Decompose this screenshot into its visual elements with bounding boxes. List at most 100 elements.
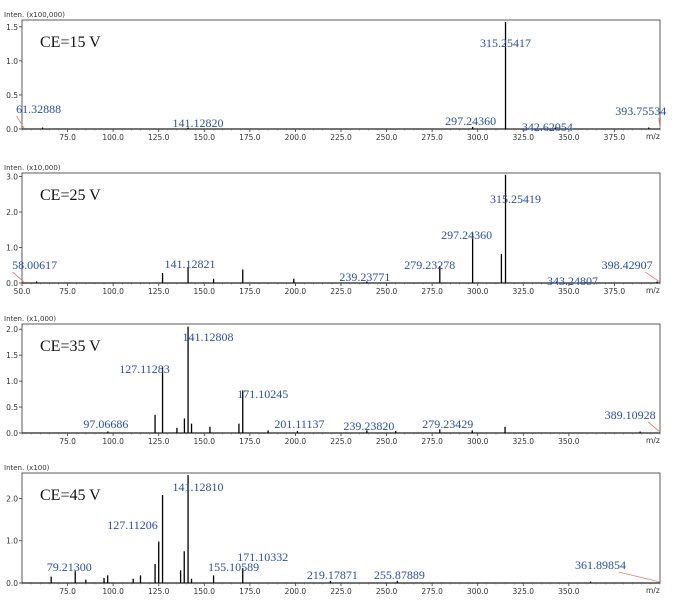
peak-mz-label: 342.62954	[522, 120, 573, 134]
x-tick-label: 300.0	[467, 287, 489, 296]
x-tick-label: 125.0	[148, 437, 170, 446]
y-tick-label: 1.0	[6, 537, 18, 546]
x-tick-label: 250.0	[376, 133, 398, 142]
x-tick-label: 325.0	[513, 437, 535, 446]
peak-mz-label: 389.10928	[605, 408, 656, 422]
peak-mz-label: 127.11206	[107, 518, 158, 532]
x-tick-label: 100.0	[102, 437, 124, 446]
peak-mz-label: 279.23278	[404, 258, 455, 272]
plot-frame-2	[21, 172, 661, 284]
peak-mz-label: 239.23771	[339, 270, 390, 284]
peak-mz-label: 398.42907	[602, 258, 653, 272]
x-tick-label: 175.0	[239, 437, 261, 446]
peak-mz-label: 201.11137	[274, 417, 324, 431]
collision-energy-label-2: CE=25 V	[40, 187, 101, 204]
label-connector-line	[16, 115, 25, 129]
y-tick-label: 0.0	[6, 579, 18, 588]
x-tick-label: 325.0	[513, 287, 535, 296]
x-tick-label: 175.0	[239, 587, 261, 596]
x-tick-label: 125.0	[148, 587, 170, 596]
collision-energy-label-3: CE=35 V	[40, 338, 101, 355]
x-tick-label: 350.0	[558, 133, 580, 142]
y-tick-label: 2.0	[6, 325, 18, 334]
x-tick-label: 75.0	[59, 437, 76, 446]
y-unit-label-2: Inten. (x10,000)	[4, 164, 61, 172]
y-unit-label-3: Inten. (x1,000)	[4, 315, 56, 323]
label-connector-line	[658, 117, 661, 129]
peak-mz-label: 171.10245	[237, 387, 288, 401]
x-tick-label: 225.0	[330, 133, 352, 142]
x-tick-label: 250.0	[376, 587, 398, 596]
y-tick-label: 3.0	[6, 173, 18, 182]
y-tick-label: 0.0	[6, 279, 18, 288]
peak-mz-label: 297.24360	[445, 114, 496, 128]
peak-mz-label: 219.17871	[307, 568, 358, 582]
y-tick-label: 0.0	[6, 429, 18, 438]
x-tick-label: 325.0	[513, 587, 535, 596]
x-tick-label: 300.0	[467, 437, 489, 446]
collision-energy-label-4: CE=45 V	[40, 487, 101, 504]
peak-mz-label: 79.21300	[47, 560, 92, 574]
label-connector-line	[12, 271, 25, 283]
peak-mz-label: 393.75534	[615, 104, 666, 118]
x-tick-label: 75.0	[59, 133, 76, 142]
x-tick-label: 100.0	[102, 587, 124, 596]
x-tick-label: 125.0	[148, 287, 170, 296]
x-unit-label-1: m/z	[646, 132, 660, 141]
x-tick-label: 50.0	[14, 287, 31, 296]
x-tick-label: 275.0	[421, 587, 443, 596]
peak-mz-label: 315.25419	[490, 192, 541, 206]
x-tick-label: 75.0	[59, 287, 76, 296]
x-tick-label: 275.0	[421, 287, 443, 296]
y-tick-label: 2.0	[6, 494, 18, 503]
peak-mz-label: 315.25417	[480, 36, 531, 50]
label-connector-line	[618, 571, 661, 583]
x-unit-label-3: m/z	[646, 436, 660, 445]
x-tick-label: 200.0	[285, 587, 307, 596]
x-tick-label: 225.0	[330, 587, 352, 596]
y-tick-label: 0.5	[6, 91, 18, 100]
peak-mz-label: 239.23820	[343, 419, 394, 433]
x-tick-label: 375.0	[604, 287, 626, 296]
x-tick-label: 200.0	[285, 287, 307, 296]
peak-mz-label: 171.10332	[237, 550, 288, 564]
x-tick-label: 150.0	[194, 437, 216, 446]
peak-mz-label: 343.24807	[547, 274, 598, 288]
y-tick-label: 1.0	[6, 244, 18, 253]
collision-energy-label-1: CE=15 V	[40, 34, 101, 51]
x-tick-label: 250.0	[376, 287, 398, 296]
x-tick-label: 100.0	[102, 133, 124, 142]
x-tick-label: 350.0	[558, 287, 580, 296]
x-tick-label: 350.0	[558, 437, 580, 446]
x-tick-label: 75.0	[59, 587, 76, 596]
x-tick-label: 200.0	[285, 133, 307, 142]
peak-mz-label: 255.87889	[374, 568, 425, 582]
peak-mz-label: 297.24360	[441, 228, 492, 242]
plot-frame-1	[21, 19, 661, 130]
peak-mz-label: 141.12821	[165, 257, 216, 271]
peak-mz-label: 141.12820	[173, 116, 224, 130]
x-tick-label: 225.0	[330, 437, 352, 446]
y-tick-label: 1.0	[6, 57, 18, 66]
y-tick-label: 1.5	[6, 351, 18, 360]
x-tick-label: 225.0	[330, 287, 352, 296]
y-unit-label-4: Inten. (x100)	[4, 464, 50, 472]
x-tick-label: 250.0	[376, 437, 398, 446]
x-tick-label: 275.0	[421, 437, 443, 446]
x-tick-label: 175.0	[239, 133, 261, 142]
y-tick-label: 0.0	[6, 125, 18, 134]
label-connector-line	[644, 271, 661, 283]
x-tick-label: 150.0	[194, 587, 216, 596]
peak-mz-label: 61.32888	[16, 102, 61, 116]
x-tick-label: 325.0	[513, 133, 535, 142]
x-tick-label: 100.0	[102, 287, 124, 296]
x-tick-label: 350.0	[558, 587, 580, 596]
peak-mz-label: 141.12810	[173, 480, 224, 494]
x-tick-label: 150.0	[194, 133, 216, 142]
peak-mz-label: 279.23429	[422, 417, 473, 431]
x-tick-label: 125.0	[148, 133, 170, 142]
y-tick-label: 2.0	[6, 208, 18, 217]
peak-mz-label: 155.10589	[208, 560, 259, 574]
x-tick-label: 175.0	[239, 287, 261, 296]
